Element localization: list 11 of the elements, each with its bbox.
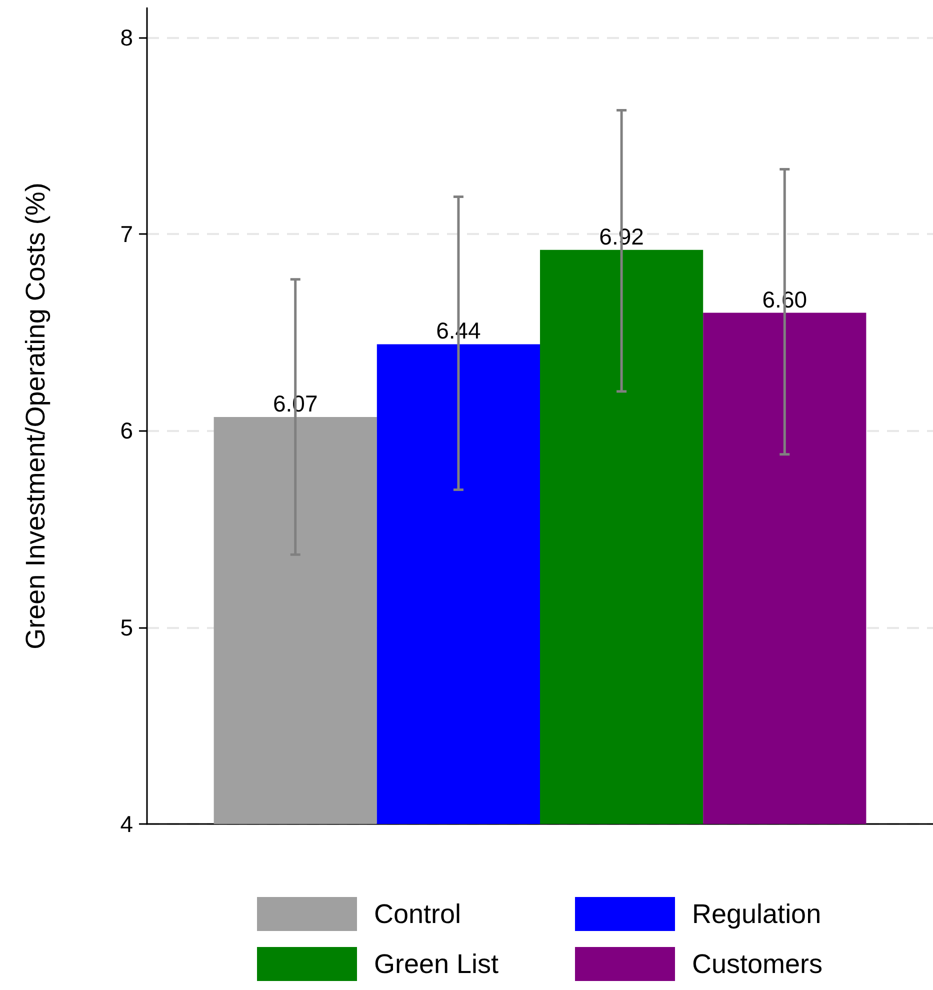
y-tick-label: 4 — [120, 811, 134, 837]
legend-label: Green List — [374, 949, 500, 979]
y-axis-title: Green Investment/Operating Costs (%) — [20, 182, 50, 650]
y-tick-label: 7 — [120, 221, 133, 248]
legend-label: Customers — [692, 949, 823, 979]
legend-label: Control — [374, 899, 462, 929]
y-tick-label: 8 — [120, 24, 133, 50]
data-label: 6.44 — [436, 318, 482, 344]
y-tick-label: 6 — [120, 418, 133, 444]
y-tick-label: 5 — [120, 614, 133, 640]
legend-label: Regulation — [692, 899, 822, 929]
